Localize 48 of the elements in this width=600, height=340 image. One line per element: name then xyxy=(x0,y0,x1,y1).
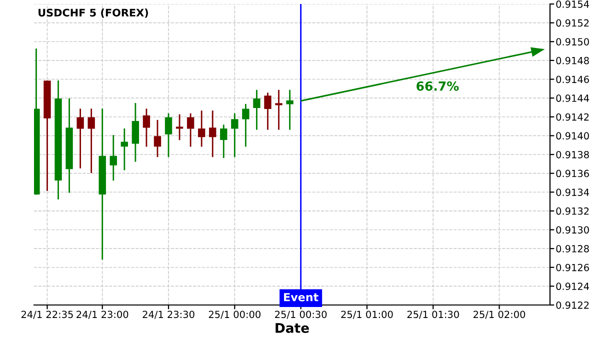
annotation: 66.7% xyxy=(416,81,459,91)
y-tick-label: 0.9122 xyxy=(556,301,589,309)
candlestick xyxy=(154,120,162,158)
y-tick-label: 0.9126 xyxy=(556,264,589,272)
y-tick-label: 0.9124 xyxy=(556,282,590,290)
y-tick-label: 0.9134 xyxy=(556,188,590,196)
x-tick-label: 25/1 01:00 xyxy=(341,310,393,319)
x-axis-title: Date xyxy=(276,323,309,333)
candlestick xyxy=(142,108,150,147)
y-tick-label: 0.9152 xyxy=(556,19,589,27)
y-tick-label: 0.9128 xyxy=(556,245,589,252)
y-tick-label: 0.9142 xyxy=(556,113,589,121)
candlestick xyxy=(220,124,228,158)
y-tick-label: 0.9146 xyxy=(556,76,589,84)
candlestick xyxy=(209,110,216,158)
x-tick-label: 25/1 00:30 xyxy=(275,310,327,319)
y-tick-label: 0.9154 xyxy=(556,0,590,8)
candlestick xyxy=(176,114,184,140)
y-tick-label: 0.9148 xyxy=(556,56,589,64)
x-tick-label: 24/1 23:30 xyxy=(142,310,194,319)
y-tick-label: 0.9140 xyxy=(556,132,589,140)
y-tick-label: 0.9138 xyxy=(556,150,589,158)
x-tick-label: 24/1 23:00 xyxy=(76,310,128,319)
y-tick-label: 0.9132 xyxy=(556,207,589,215)
y-tick-label: 0.9144 xyxy=(556,94,590,102)
candlestick xyxy=(120,128,128,170)
candlestick xyxy=(110,134,117,181)
candlestick xyxy=(88,108,95,174)
candlestick xyxy=(253,90,260,130)
x-tick-label: 25/1 02:00 xyxy=(474,310,526,319)
chart-title: USDCHF 5 (FOREX) xyxy=(38,8,148,18)
x-tick-label: 25/1 00:00 xyxy=(208,310,260,319)
candlestick xyxy=(198,110,206,147)
candlestick xyxy=(76,108,84,168)
candlestick xyxy=(164,113,172,158)
candlestick xyxy=(186,113,194,147)
x-tick-label: 24/1 22:35 xyxy=(21,310,73,319)
candlestick xyxy=(242,104,250,147)
y-tick-label: 0.9150 xyxy=(556,38,589,46)
y-tick-label: 0.9136 xyxy=(556,170,589,178)
candlestick xyxy=(275,90,282,130)
x-tick-label: 25/1 01:30 xyxy=(407,310,459,319)
y-tick-label: 0.9130 xyxy=(556,226,589,234)
ref-line-label: Event xyxy=(284,293,318,302)
candlestick xyxy=(132,103,140,162)
candlestick xyxy=(264,92,272,130)
candlestick xyxy=(231,113,238,158)
candlestick xyxy=(286,90,294,130)
